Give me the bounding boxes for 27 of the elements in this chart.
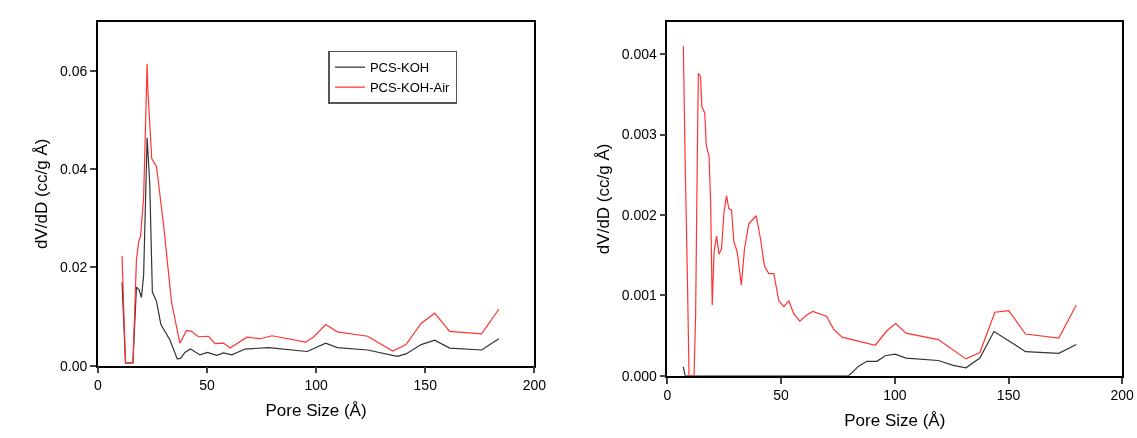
x-tick-label: 200 (1110, 387, 1135, 404)
legend-label: PCS-KOH (369, 60, 430, 76)
x-tick-label: 100 (883, 387, 907, 404)
x-tick-label: 0 (663, 387, 672, 404)
line-series (121, 63, 500, 364)
x-tick-label: 100 (304, 377, 328, 394)
y-tick-label: 0.001 (621, 287, 658, 304)
legend-label: PCS-KOH-Air (369, 80, 451, 96)
x-axis-title: Pore Size (Å) (844, 411, 946, 431)
y-axis-title: dV/dD (cc/g Å) (32, 138, 52, 250)
y-tick-label: 0.04 (59, 161, 88, 178)
x-axis-title: Pore Size (Å) (265, 401, 367, 421)
y-tick-label: 0.00 (59, 357, 88, 374)
x-tick-label: 150 (413, 377, 438, 394)
x-tick-label: 50 (199, 377, 215, 394)
line-series (682, 45, 1077, 376)
x-tick-label: 150 (996, 387, 1021, 404)
y-tick-label: 0.003 (621, 126, 658, 143)
y-tick-label: 0.02 (59, 259, 88, 276)
y-tick-label: 0.06 (59, 62, 88, 79)
y-tick-label: 0.004 (621, 45, 658, 62)
y-tick-label: 0.000 (621, 367, 658, 384)
y-axis-title: dV/dD (cc/g Å) (593, 143, 613, 255)
x-tick-label: 50 (773, 387, 790, 404)
x-tick-label: 0 (93, 377, 102, 394)
y-tick-label: 0.002 (621, 206, 658, 223)
x-tick-label: 200 (522, 377, 547, 394)
